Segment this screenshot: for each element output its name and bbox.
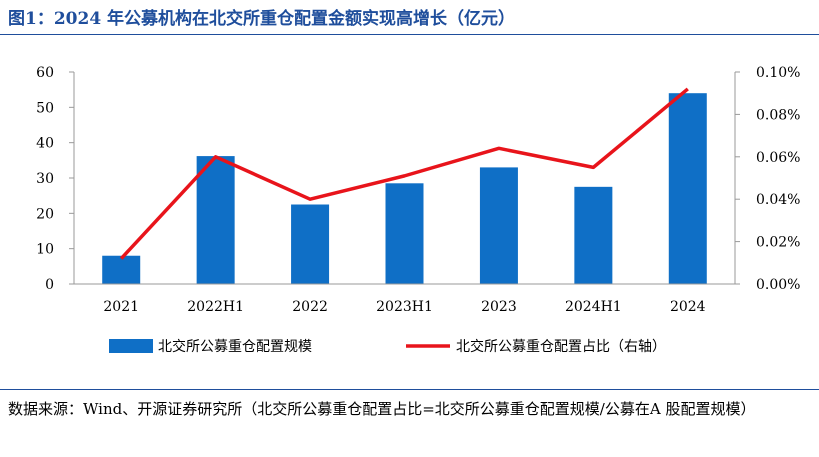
y2-tick-label: 0.06% bbox=[756, 150, 800, 166]
y2-tick-label: 0.04% bbox=[756, 192, 800, 208]
x-tick-label: 2023 bbox=[481, 299, 517, 315]
y-tick-label: 0 bbox=[45, 277, 54, 293]
y2-tick-label: 0.08% bbox=[756, 107, 800, 123]
bar-2022H1 bbox=[196, 156, 235, 284]
legend-bar-label: 北交所公募重仓配置规模 bbox=[158, 338, 312, 355]
y2-tick-label: 0.02% bbox=[756, 235, 800, 251]
y2-tick-label: 0.00% bbox=[756, 277, 800, 293]
y-tick-label: 60 bbox=[36, 65, 54, 81]
y2-tick-label: 0.10% bbox=[756, 65, 800, 81]
y-tick-label: 20 bbox=[36, 206, 54, 222]
x-tick-label: 2021 bbox=[103, 299, 139, 315]
y-tick-label: 10 bbox=[36, 242, 54, 258]
x-tick-label: 2024H1 bbox=[565, 299, 622, 315]
x-tick-label: 2022H1 bbox=[187, 299, 244, 315]
bar-2024H1 bbox=[574, 186, 613, 284]
legend-line-label: 北交所公募重仓配置占比（右轴） bbox=[456, 338, 666, 355]
x-tick-label: 2024 bbox=[670, 299, 706, 315]
page-title: 图1：2024 年公募机构在北交所重仓配置金额实现高增长（亿元） bbox=[8, 9, 516, 29]
bar-2023 bbox=[479, 167, 518, 284]
y-tick-label: 30 bbox=[36, 171, 54, 187]
y-tick-label: 40 bbox=[36, 136, 54, 152]
bar-2021 bbox=[102, 255, 141, 284]
bar-2022 bbox=[291, 204, 330, 284]
source-divider bbox=[0, 389, 819, 390]
bar-2024 bbox=[668, 93, 707, 284]
x-tick-label: 2023H1 bbox=[376, 299, 433, 315]
title-divider bbox=[0, 34, 819, 35]
x-tick-label: 2022 bbox=[292, 299, 328, 315]
chart: 0 10 20 30 40 50 60 0.00% 0.02% 0.04% 0.06% 0.08% 0.… bbox=[36, 65, 800, 355]
bar-2023H1 bbox=[385, 183, 424, 284]
y-tick-label: 50 bbox=[36, 100, 54, 116]
legend-bar-swatch bbox=[109, 339, 153, 353]
source-note: 数据来源：Wind、开源证券研究所（北交所公募重仓配置占比=北交所公募重仓配置规… bbox=[8, 400, 756, 418]
